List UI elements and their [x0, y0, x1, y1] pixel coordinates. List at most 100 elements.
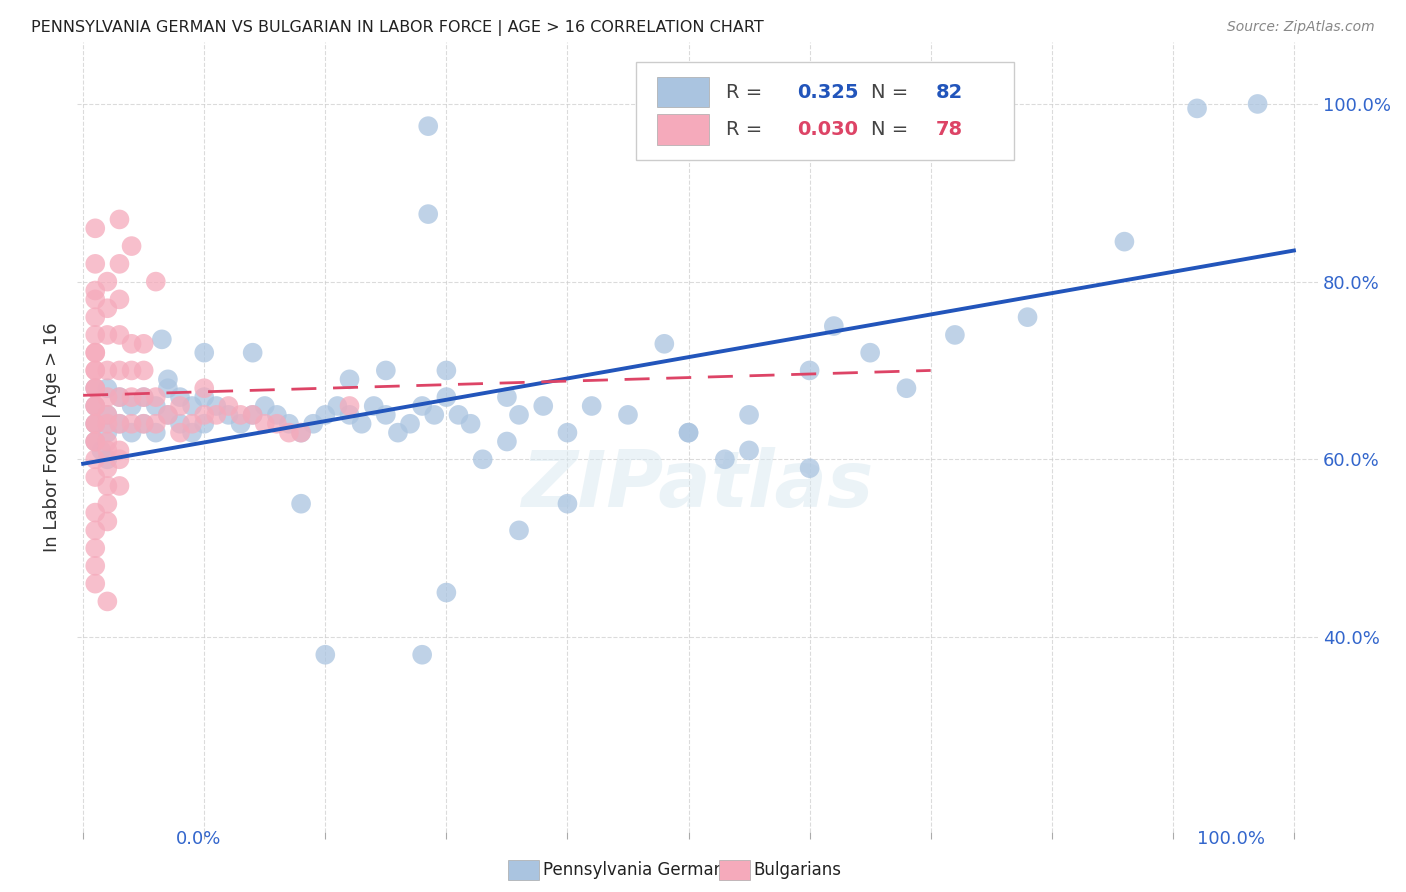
Point [132, 363, 155, 377]
Point [121, 336, 143, 351]
Point [84, 310, 107, 325]
Point [96, 594, 118, 608]
Point [84, 434, 107, 449]
Point [132, 417, 155, 431]
Point [496, 390, 519, 404]
Point [181, 425, 204, 440]
Point [156, 381, 179, 395]
Text: 78: 78 [936, 120, 963, 139]
Point [374, 363, 396, 377]
Point [399, 417, 422, 431]
Point [96, 497, 118, 511]
Text: 82: 82 [936, 83, 963, 102]
Point [96, 479, 118, 493]
Point [169, 417, 191, 431]
Point [411, 648, 433, 662]
Text: 0.0%: 0.0% [176, 830, 221, 847]
Point [84, 524, 107, 538]
Point [242, 408, 264, 422]
Point [145, 417, 167, 431]
Point [193, 381, 215, 395]
Point [84, 327, 107, 342]
Bar [657, 78, 709, 107]
Point [217, 399, 239, 413]
Point [84, 399, 107, 413]
Point [253, 399, 276, 413]
Point [508, 408, 530, 422]
Point [84, 363, 107, 377]
Point [581, 399, 603, 413]
Point [96, 381, 118, 395]
Text: ZIPatlas: ZIPatlas [522, 447, 873, 523]
Point [121, 239, 143, 253]
Point [96, 515, 118, 529]
Point [652, 336, 675, 351]
Point [290, 425, 312, 440]
Point [1185, 102, 1208, 116]
Point [387, 425, 409, 440]
Text: 0.030: 0.030 [797, 120, 858, 139]
Point [1114, 235, 1136, 249]
Point [374, 408, 396, 422]
Point [266, 417, 288, 431]
Point [108, 417, 131, 431]
Point [738, 443, 761, 458]
Point [132, 390, 155, 404]
Point [96, 417, 118, 431]
Point [181, 417, 204, 431]
Point [108, 443, 131, 458]
Text: Bulgarians: Bulgarians [754, 861, 842, 879]
Point [434, 585, 457, 599]
Point [678, 425, 700, 440]
Point [96, 461, 118, 475]
Point [169, 425, 191, 440]
Point [169, 390, 191, 404]
Point [108, 452, 131, 467]
Point [96, 443, 118, 458]
Point [108, 363, 131, 377]
Point [108, 390, 131, 404]
Point [84, 576, 107, 591]
Point [326, 399, 349, 413]
Point [84, 284, 107, 298]
Point [350, 417, 373, 431]
Point [132, 417, 155, 431]
Point [96, 390, 118, 404]
Point [108, 293, 131, 307]
Point [253, 417, 276, 431]
Point [943, 327, 966, 342]
Point [84, 541, 107, 555]
Point [84, 417, 107, 431]
Point [229, 408, 252, 422]
Point [84, 452, 107, 467]
Point [145, 275, 167, 289]
Point [84, 558, 107, 573]
Point [84, 417, 107, 431]
Point [205, 399, 228, 413]
Point [84, 221, 107, 235]
Point [193, 417, 215, 431]
Point [434, 390, 457, 404]
Point [278, 417, 301, 431]
Point [132, 390, 155, 404]
Bar [657, 114, 709, 145]
Point [96, 434, 118, 449]
Point [714, 452, 737, 467]
Point [823, 319, 845, 334]
Point [205, 408, 228, 422]
Point [339, 399, 361, 413]
Text: R =: R = [725, 83, 762, 102]
Point [84, 417, 107, 431]
Point [278, 425, 301, 440]
Point [84, 363, 107, 377]
Point [121, 363, 143, 377]
Point [290, 425, 312, 440]
Point [84, 257, 107, 271]
Point [447, 408, 470, 422]
Point [242, 345, 264, 359]
Point [193, 408, 215, 422]
Point [434, 363, 457, 377]
Point [363, 399, 385, 413]
Text: PENNSYLVANIA GERMAN VS BULGARIAN IN LABOR FORCE | AGE > 16 CORRELATION CHART: PENNSYLVANIA GERMAN VS BULGARIAN IN LABO… [31, 20, 763, 36]
Point [84, 399, 107, 413]
